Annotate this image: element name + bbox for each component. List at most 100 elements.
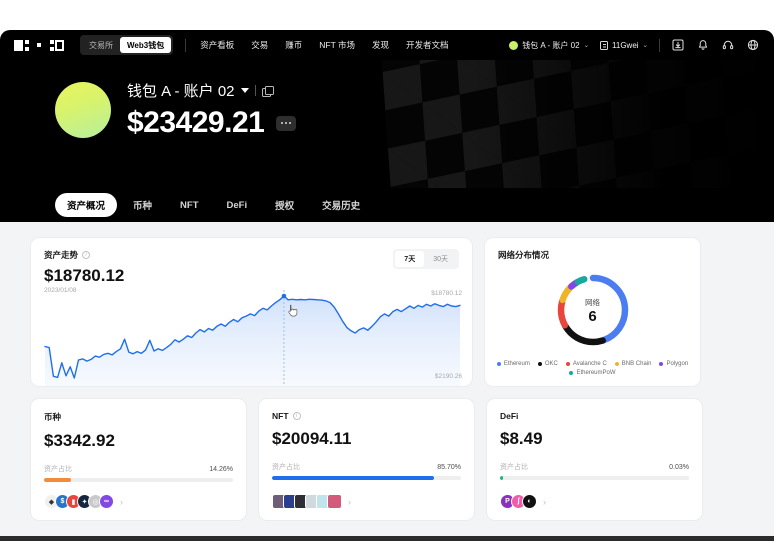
checkered-fade	[474, 60, 774, 188]
percent-value: 85.70%	[437, 463, 461, 471]
nav-item-developer-docs[interactable]: 开发者文档	[406, 40, 449, 50]
chevron-right-icon[interactable]: ›	[543, 496, 546, 507]
donut-segment[interactable]	[557, 274, 628, 346]
protocol-dark-icon[interactable]: ◐	[522, 494, 537, 509]
product-tab-web3wallet[interactable]: Web3钱包	[120, 37, 172, 53]
defi-percent-row: 资产占比 0.03%	[500, 462, 689, 472]
asset-trend-date: 2023/01/08	[44, 287, 77, 294]
chart-min-label: $2190.26	[434, 373, 462, 380]
overview-content: 资产走势 i $18780.12 2023/01/08 7天 30天 $1878…	[0, 222, 774, 536]
bell-icon[interactable]	[696, 38, 710, 52]
gas-price-label: 11Gwei	[612, 40, 639, 50]
legend-item[interactable]: BNB Chain	[614, 361, 652, 367]
percent-bar-fill	[44, 478, 71, 482]
donut-segment[interactable]	[557, 274, 628, 346]
legend-item[interactable]: EthereumPoW	[569, 370, 616, 376]
donut-center-value: 6	[588, 307, 597, 325]
legend-color-dot	[659, 362, 664, 366]
headset-icon[interactable]	[721, 38, 735, 52]
legend-item[interactable]: Ethereum	[496, 361, 530, 367]
legend-color-dot	[614, 362, 619, 366]
legend-label: Avalanche C	[572, 361, 607, 367]
nft-icon-strip: ›	[272, 494, 351, 509]
nft-card-title-row: NFT i	[272, 411, 461, 421]
legend-label: BNB Chain	[621, 361, 652, 367]
percent-bar-track	[44, 478, 233, 482]
legend-color-dot	[537, 362, 542, 366]
asset-trend-amount: $18780.12	[44, 266, 125, 285]
chevron-right-icon[interactable]: ›	[120, 496, 123, 507]
tab-approvals[interactable]: 授权	[275, 201, 295, 212]
nft-percent-row: 资产占比 85.70%	[272, 462, 461, 472]
tab-nft[interactable]: NFT	[180, 199, 199, 211]
nav-item-assets[interactable]: 资产看板	[200, 40, 235, 50]
range-toggle: 7天 30天	[393, 249, 459, 269]
nav-item-discover[interactable]: 发现	[371, 40, 389, 50]
percent-label: 资产占比	[500, 464, 528, 471]
stat-card-row: 币种 $3342.92 资产占比 14.26% ◆ $ ▮ ✦ ◎ ∞ › NFT i $20094.11…	[30, 398, 744, 521]
tokens-card-title-row: 币种	[44, 411, 233, 423]
tab-defi[interactable]: DeFi	[226, 199, 248, 211]
account-avatar-icon	[509, 40, 519, 50]
tab-transaction-history[interactable]: 交易历史	[322, 201, 361, 212]
range-option-30d[interactable]: 30天	[433, 256, 448, 263]
legend-label: EthereumPoW	[576, 370, 616, 376]
legend-color-dot	[565, 362, 570, 366]
asset-trend-card: 资产走势 i $18780.12 2023/01/08 7天 30天 $1878…	[30, 237, 473, 387]
network-distribution-title: 网络分布情况	[498, 250, 550, 260]
nft-thumb-icon[interactable]	[327, 494, 342, 509]
percent-value: 0.03%	[669, 463, 689, 471]
tab-overview[interactable]: 资产概况	[55, 193, 118, 217]
network-distribution-card: 网络分布情况 网络 6 Ethereum OKC Avalanche C BNB Ch…	[484, 237, 701, 387]
info-icon[interactable]: i	[292, 412, 301, 420]
nav-item-nft-market[interactable]: NFT 市场	[319, 40, 355, 50]
chevron-right-icon[interactable]: ›	[348, 496, 351, 507]
tokens-icon-strip: ◆ $ ▮ ✦ ◎ ∞ ›	[44, 494, 123, 509]
logo-x-mid	[37, 40, 41, 51]
legend-item[interactable]: OKC	[537, 361, 558, 367]
legend-label: Ethereum	[503, 361, 530, 367]
wallet-name: 钱包 A - 账户 02	[127, 83, 235, 100]
globe-icon[interactable]	[746, 38, 760, 52]
wallet-hero: 钱包 A - 账户 02 $23429.21	[0, 60, 774, 188]
logo-x-right	[43, 39, 54, 51]
gas-icon	[600, 40, 609, 50]
window-bottom-edge	[0, 536, 774, 541]
product-tab-exchange[interactable]: 交易所	[89, 40, 113, 50]
nav-item-earn[interactable]: 赚币	[285, 40, 303, 50]
percent-label: 资产占比	[272, 464, 300, 471]
network-legend: Ethereum OKC Avalanche C BNB Chain Polygon Et…	[485, 361, 700, 376]
defi-card-title-row: DeFi	[500, 411, 689, 421]
nft-summary-card: NFT i $20094.11 资产占比 85.70% ›	[258, 398, 475, 521]
legend-label: OKC	[544, 361, 558, 367]
tab-tokens[interactable]: 币种	[133, 201, 153, 212]
okx-logo[interactable]	[14, 39, 64, 51]
tokens-card-title: 币种	[44, 412, 62, 422]
nft-card-title: NFT	[272, 411, 289, 421]
info-icon[interactable]: i	[82, 251, 91, 259]
nft-amount: $20094.11	[272, 429, 352, 448]
main-nav: 资产看板 交易 赚币 NFT 市场 发现 开发者文档	[200, 39, 448, 51]
range-option-7d[interactable]: 7天	[395, 251, 425, 267]
legend-item[interactable]: Avalanche C	[565, 361, 607, 367]
download-icon[interactable]	[671, 38, 685, 52]
legend-item[interactable]: Polygon	[659, 361, 688, 367]
nav-item-trade[interactable]: 交易	[251, 40, 269, 50]
donut-center-label: 网络	[585, 297, 600, 307]
purple-token-icon[interactable]: ∞	[99, 494, 114, 509]
asset-trend-chart[interactable]: $18780.12 $2190.26	[31, 290, 474, 386]
percent-bar-track	[272, 476, 461, 480]
legend-color-dot	[496, 362, 501, 366]
chart-line	[44, 295, 461, 379]
asset-trend-title-row: 资产走势 i	[44, 249, 124, 261]
percent-bar-fill	[272, 476, 434, 480]
chevron-down-icon: ⌄	[583, 42, 590, 49]
more-dots-icon[interactable]	[276, 115, 297, 131]
donut-segment[interactable]	[557, 274, 628, 346]
chevron-down-icon[interactable]	[240, 88, 249, 93]
nav-divider	[185, 38, 187, 52]
gas-price-selector[interactable]: 11Gwei ⌄	[600, 40, 648, 50]
account-selector[interactable]: 钱包 A - 账户 02 ⌄	[509, 40, 589, 51]
logo-x-left	[24, 39, 36, 51]
copy-icon[interactable]	[261, 85, 274, 97]
